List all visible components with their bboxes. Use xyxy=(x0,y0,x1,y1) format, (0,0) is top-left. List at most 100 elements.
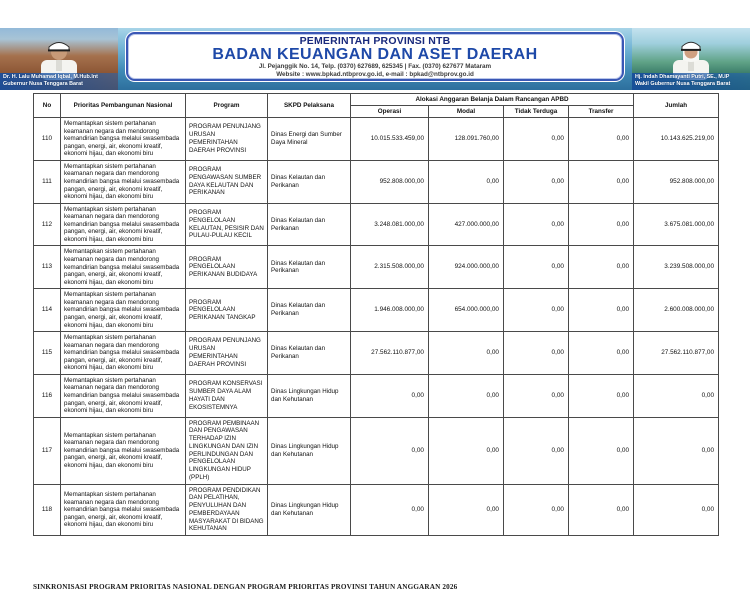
cell-transfer: 0,00 xyxy=(567,117,635,161)
governor-caption: Dr. H. Lalu Muhamad Iqbal, M.Hub.Int Gub… xyxy=(0,72,118,90)
table-row: 111 Memantapkan sistem pertahanan keaman… xyxy=(33,159,720,204)
cell-prioritas: Memantapkan sistem pertahanan keamanan n… xyxy=(60,288,186,333)
agency-box: PEMERINTAH PROVINSI NTB BADAN KEUANGAN D… xyxy=(126,32,624,81)
cell-jumlah: 952.808.000,00 xyxy=(633,159,720,204)
header-transfer: Transfer xyxy=(567,105,635,118)
cell-jumlah: 10.143.625.219,00 xyxy=(633,117,720,161)
cell-program: PROGRAM PENUNJANG URUSAN PEMERINTAHAN DA… xyxy=(185,117,268,161)
table-row: 117 Memantapkan sistem pertahanan keaman… xyxy=(33,416,720,485)
vice-governor-caption: Hj. Indah Dhamayanti Putri, SE., M.IP Wa… xyxy=(632,72,750,90)
cell-tidak-terduga: 0,00 xyxy=(503,483,569,537)
cell-operasi: 0,00 xyxy=(350,483,429,537)
cell-program: PROGRAM PEMBINAAN DAN PENGAWASAN TERHADA… xyxy=(185,416,268,485)
cell-no: 116 xyxy=(33,373,61,418)
cell-program: PROGRAM PENGELOLAAN PERIKANAN BUDIDAYA xyxy=(185,245,268,290)
cell-operasi: 27.562.110.877,00 xyxy=(350,331,429,375)
cell-prioritas: Memantapkan sistem pertahanan keamanan n… xyxy=(60,202,186,247)
cell-modal: 427.000.000,00 xyxy=(428,202,504,247)
cell-no: 118 xyxy=(33,483,61,537)
cell-jumlah: 0,00 xyxy=(633,373,720,418)
cell-skpd: Dinas Kelautan dan Perikanan xyxy=(267,288,351,333)
cell-prioritas: Memantapkan sistem pertahanan keamanan n… xyxy=(60,416,186,485)
cell-prioritas: Memantapkan sistem pertahanan keamanan n… xyxy=(60,331,186,375)
cell-operasi: 0,00 xyxy=(350,416,429,485)
header-program: Program xyxy=(185,93,268,118)
cell-jumlah: 3.239.508.000,00 xyxy=(633,245,720,290)
cell-no: 112 xyxy=(33,202,61,247)
cell-transfer: 0,00 xyxy=(567,373,635,418)
cell-transfer: 0,00 xyxy=(567,288,635,333)
table-row: 115 Memantapkan sistem pertahanan keaman… xyxy=(33,331,720,375)
budget-table: No Prioritas Pembangunan Nasional Progra… xyxy=(33,93,720,537)
cell-transfer: 0,00 xyxy=(567,416,635,485)
budget-table-wrap: No Prioritas Pembangunan Nasional Progra… xyxy=(33,93,720,537)
cell-prioritas: Memantapkan sistem pertahanan keamanan n… xyxy=(60,159,186,204)
cell-no: 117 xyxy=(33,416,61,485)
cell-skpd: Dinas Kelautan dan Perikanan xyxy=(267,202,351,247)
cell-prioritas: Memantapkan sistem pertahanan keamanan n… xyxy=(60,117,186,161)
cell-operasi: 2.315.508.000,00 xyxy=(350,245,429,290)
vice-governor-name: Hj. Indah Dhamayanti Putri, SE., M.IP xyxy=(635,73,730,80)
cell-skpd: Dinas Lingkungan Hidup dan Kehutanan xyxy=(267,483,351,537)
cell-no: 115 xyxy=(33,331,61,375)
cell-operasi: 952.808.000,00 xyxy=(350,159,429,204)
cell-modal: 0,00 xyxy=(428,373,504,418)
cell-tidak-terduga: 0,00 xyxy=(503,331,569,375)
cell-tidak-terduga: 0,00 xyxy=(503,288,569,333)
cell-skpd: Dinas Lingkungan Hidup dan Kehutanan xyxy=(267,416,351,485)
cell-prioritas: Memantapkan sistem pertahanan keamanan n… xyxy=(60,373,186,418)
cell-modal: 0,00 xyxy=(428,416,504,485)
cell-modal: 128.091.760,00 xyxy=(428,117,504,161)
table-row: 110 Memantapkan sistem pertahanan keaman… xyxy=(33,117,720,161)
cell-skpd: Dinas Lingkungan Hidup dan Kehutanan xyxy=(267,373,351,418)
province-name: PEMERINTAH PROVINSI NTB xyxy=(299,35,451,47)
table-row: 118 Memantapkan sistem pertahanan keaman… xyxy=(33,483,720,537)
letterhead-banner: Dr. H. Lalu Muhamad Iqbal, M.Hub.Int Gub… xyxy=(0,28,750,90)
header-jumlah: Jumlah xyxy=(633,93,720,118)
cell-tidak-terduga: 0,00 xyxy=(503,416,569,485)
header-skpd: SKPD Pelaksana xyxy=(267,93,351,118)
cell-jumlah: 0,00 xyxy=(633,416,720,485)
header-prioritas: Prioritas Pembangunan Nasional xyxy=(60,93,186,118)
governor-title: Gubernur Nusa Tenggara Barat xyxy=(3,80,83,87)
cell-program: PROGRAM PENUNJANG URUSAN PEMERINTAHAN DA… xyxy=(185,331,268,375)
table-row: 112 Memantapkan sistem pertahanan keaman… xyxy=(33,202,720,247)
cell-modal: 924.000.000,00 xyxy=(428,245,504,290)
cell-operasi: 3.248.081.000,00 xyxy=(350,202,429,247)
cell-no: 114 xyxy=(33,288,61,333)
cell-modal: 0,00 xyxy=(428,483,504,537)
header-operasi: Operasi xyxy=(350,105,429,118)
cell-no: 110 xyxy=(33,117,61,161)
cell-jumlah: 27.562.110.877,00 xyxy=(633,331,720,375)
table-row: 116 Memantapkan sistem pertahanan keaman… xyxy=(33,373,720,418)
banner-center: PEMERINTAH PROVINSI NTB BADAN KEUANGAN D… xyxy=(118,28,632,90)
cell-no: 113 xyxy=(33,245,61,290)
cell-skpd: Dinas Kelautan dan Perikanan xyxy=(267,159,351,204)
agency-website: Website : www.bpkad.ntbprov.go.id, e-mai… xyxy=(276,70,474,78)
cell-program: PROGRAM PENGAWASAN SUMBER DAYA KELAUTAN … xyxy=(185,159,268,204)
table-body: 110 Memantapkan sistem pertahanan keaman… xyxy=(33,117,720,537)
cell-program: PROGRAM KONSERVASI SUMBER DAYA ALAM HAYA… xyxy=(185,373,268,418)
cell-jumlah: 2.600.008.000,00 xyxy=(633,288,720,333)
cell-tidak-terduga: 0,00 xyxy=(503,117,569,161)
agency-name: BADAN KEUANGAN DAN ASET DAERAH xyxy=(212,46,538,64)
table-row: 114 Memantapkan sistem pertahanan keaman… xyxy=(33,288,720,333)
table-row: 113 Memantapkan sistem pertahanan keaman… xyxy=(33,245,720,290)
cell-program: PROGRAM PENGELOLAAN KELAUTAN, PESISIR DA… xyxy=(185,202,268,247)
cell-transfer: 0,00 xyxy=(567,202,635,247)
cell-tidak-terduga: 0,00 xyxy=(503,245,569,290)
cell-tidak-terduga: 0,00 xyxy=(503,373,569,418)
governor-photo: Dr. H. Lalu Muhamad Iqbal, M.Hub.Int Gub… xyxy=(0,28,118,90)
cell-operasi: 1.946.008.000,00 xyxy=(350,288,429,333)
cell-prioritas: Memantapkan sistem pertahanan keamanan n… xyxy=(60,245,186,290)
cell-tidak-terduga: 0,00 xyxy=(503,159,569,204)
cell-modal: 654.000.000,00 xyxy=(428,288,504,333)
cell-no: 111 xyxy=(33,159,61,204)
cell-skpd: Dinas Energi dan Sumber Daya Mineral xyxy=(267,117,351,161)
cell-transfer: 0,00 xyxy=(567,331,635,375)
cell-modal: 0,00 xyxy=(428,159,504,204)
cell-tidak-terduga: 0,00 xyxy=(503,202,569,247)
vice-governor-photo: Hj. Indah Dhamayanti Putri, SE., M.IP Wa… xyxy=(632,28,750,90)
cell-operasi: 10.015.533.459,00 xyxy=(350,117,429,161)
header-alokasi-group: Alokasi Anggaran Belanja Dalam Rancangan… xyxy=(349,93,635,106)
